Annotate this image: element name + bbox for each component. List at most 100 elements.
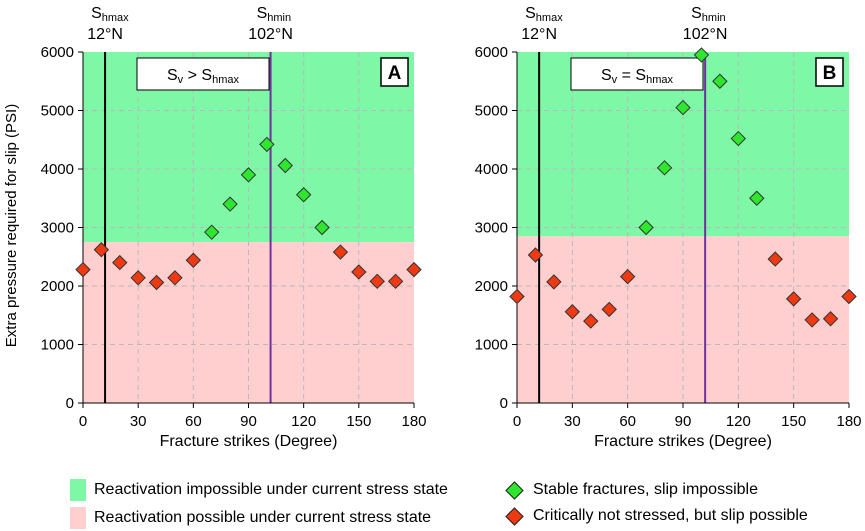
y-tick-label: 5000 — [475, 103, 508, 120]
critical-point — [130, 270, 146, 286]
critical-point — [527, 247, 544, 263]
stable-point — [693, 47, 710, 63]
critical-point — [406, 261, 422, 278]
y-tick-label: 4000 — [475, 161, 508, 178]
stress-label-hmin: Shmin — [257, 5, 292, 24]
stable-point — [712, 73, 728, 89]
x-tick-label: 90 — [675, 413, 692, 430]
critical-point — [148, 274, 165, 291]
y-tick-label: 6000 — [475, 44, 508, 61]
red-diamond-icon — [505, 506, 524, 526]
x-tick-label: 30 — [130, 413, 147, 430]
stable-point — [638, 219, 654, 236]
critical-point — [351, 264, 367, 280]
stable-point — [314, 219, 330, 236]
y-tick-label: 0 — [500, 395, 508, 412]
legend-critical: Critically not stressed, but slip possib… — [504, 506, 808, 526]
legend-critical-label: Critically not stressed, but slip possib… — [533, 507, 808, 524]
stable-point — [222, 196, 238, 212]
x-axis-label: Fracture strikes (Degree) — [594, 433, 772, 450]
stable-point — [277, 157, 293, 174]
panel-label: A — [388, 63, 402, 84]
y-tick-label: 4000 — [41, 161, 74, 178]
critical-point — [564, 304, 581, 320]
chart-panel-b: Shmax 12°N Shmin 102°N 0 1000 2000 3000 4000 5000… — [475, 5, 862, 450]
y-tick-label: 3000 — [475, 220, 508, 237]
possible-zone — [517, 236, 849, 403]
stable-point — [295, 187, 312, 203]
critical-point — [332, 244, 349, 260]
stress-label-hmin: Shmin — [691, 5, 726, 24]
critical-point — [509, 288, 525, 305]
stress-angle-hmax: 12°N — [521, 26, 557, 43]
x-tick-label: 150 — [346, 413, 371, 430]
x-tick-label: 150 — [781, 413, 806, 430]
x-tick-label: 60 — [185, 413, 202, 430]
panel-label: B — [823, 63, 837, 84]
critical-point — [546, 274, 562, 290]
condition-box: Sv > Shmax — [136, 57, 270, 91]
green-zone-swatch — [70, 479, 86, 501]
y-tick-label: 3000 — [41, 220, 74, 237]
y-tick-label: 1000 — [475, 337, 508, 354]
stress-angle-hmin: 102°N — [248, 26, 293, 43]
y-tick-label: 6000 — [41, 44, 74, 61]
stress-label-hmax: Shmax — [525, 5, 563, 24]
x-tick-label: 60 — [619, 413, 636, 430]
y-axis-label: Extra pressure required for slip (PSI) — [3, 104, 20, 347]
legend-zone-impossible-label: Reactivation impossible under current st… — [94, 481, 448, 498]
critical-point — [185, 252, 202, 268]
critical-point — [767, 251, 783, 267]
y-tick-label: 0 — [66, 395, 74, 412]
condition-box: Sv = Shmax — [570, 57, 704, 91]
critical-point — [804, 312, 820, 328]
stress-label-hmax: Shmax — [91, 5, 129, 24]
stable-point — [730, 130, 747, 147]
critical-point — [601, 301, 617, 318]
legend-stable-label: Stable fractures, slip impossible — [533, 481, 758, 498]
x-tick-label: 0 — [79, 413, 87, 430]
x-tick-label: 90 — [240, 413, 257, 430]
panel-label-box — [380, 57, 409, 87]
y-tick-label: 2000 — [41, 278, 74, 295]
x-tick-label: 120 — [726, 413, 751, 430]
critical-point — [841, 288, 857, 305]
stable-point — [749, 190, 765, 206]
critical-point — [369, 273, 385, 290]
legend-zone-possible-label: Reactivation possible under current stre… — [94, 509, 432, 526]
condition-box-frame — [570, 57, 704, 91]
x-tick-label: 0 — [513, 413, 521, 430]
x-tick-label: 30 — [564, 413, 581, 430]
stable-point — [204, 224, 220, 240]
critical-point — [112, 254, 128, 271]
x-tick-label: 180 — [836, 413, 861, 430]
legend-zone-possible: Reactivation possible under current stre… — [70, 507, 431, 529]
panel-label-box — [815, 57, 844, 87]
y-tick-label: 1000 — [41, 337, 74, 354]
y-tick-label: 5000 — [41, 103, 74, 120]
critical-point — [785, 291, 802, 307]
x-tick-label: 120 — [291, 413, 316, 430]
legend-stable: Stable fractures, slip impossible — [504, 480, 758, 500]
condition-box-frame — [136, 57, 270, 91]
critical-point — [822, 311, 839, 327]
x-tick-label: 180 — [401, 413, 426, 430]
pink-zone-swatch — [70, 507, 86, 529]
stress-angle-hmin: 102°N — [683, 26, 728, 43]
stable-point — [675, 99, 691, 116]
stable-point — [656, 160, 673, 176]
condition-text: Sv > Shmax — [167, 67, 239, 86]
green-diamond-icon — [505, 480, 524, 500]
y-tick-label: 2000 — [475, 278, 508, 295]
legend-zone-impossible: Reactivation impossible under current st… — [70, 479, 448, 501]
stable-point — [240, 167, 257, 183]
critical-point — [619, 268, 636, 285]
critical-point — [583, 313, 599, 329]
critical-point — [75, 261, 91, 278]
critical-point — [167, 270, 183, 286]
x-axis-label: Fracture strikes (Degree) — [160, 433, 338, 450]
critical-point — [93, 242, 110, 258]
stress-angle-hmax: 12°N — [87, 26, 123, 43]
condition-text: Sv = Shmax — [601, 67, 673, 86]
